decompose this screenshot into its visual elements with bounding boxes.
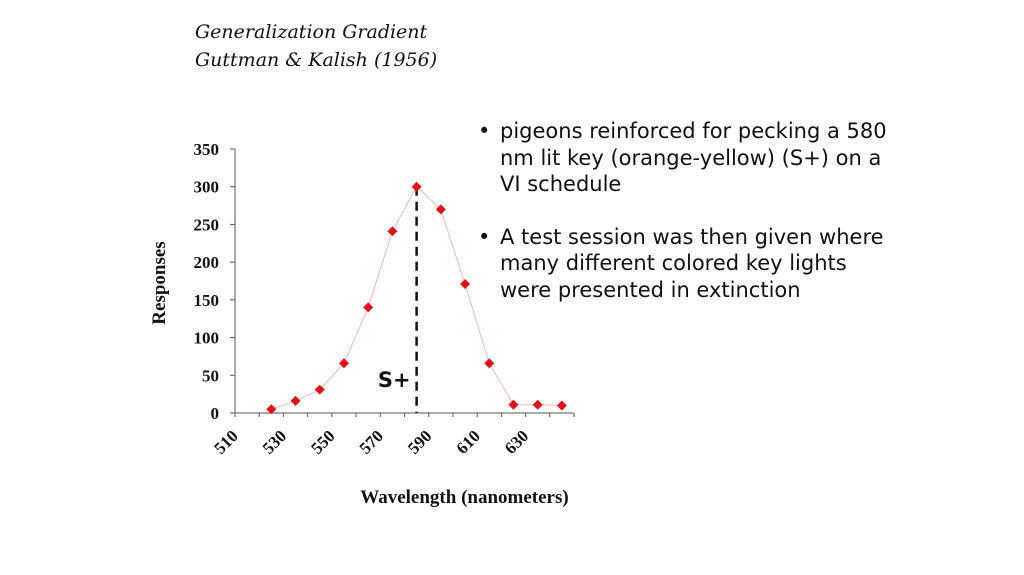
data-point-marker <box>484 358 495 369</box>
y-tick-label: 350 <box>194 140 220 159</box>
data-point-marker <box>314 384 325 395</box>
x-tick-label: 550 <box>307 426 338 457</box>
slide-title: Generalization Gradient Guttman & Kalish… <box>195 18 437 74</box>
x-tick-label: 590 <box>404 426 435 457</box>
data-point-marker <box>266 404 277 415</box>
bullet-text: pigeons reinforced for pecking a 580 nm … <box>500 119 887 196</box>
data-point-marker <box>411 181 422 192</box>
bullet-item: • pigeons reinforced for pecking a 580 n… <box>478 118 898 198</box>
title-line-1: Generalization Gradient <box>195 21 428 43</box>
y-tick-label: 250 <box>194 215 220 234</box>
data-point-marker <box>363 302 374 313</box>
x-tick-label: 630 <box>501 426 532 457</box>
y-tick-label: 0 <box>211 404 220 423</box>
x-tick-label: 530 <box>259 426 290 457</box>
y-axis-title: Responses <box>149 241 170 324</box>
bullet-dot-icon: • <box>478 119 491 143</box>
data-point-marker <box>387 226 398 237</box>
data-point-marker <box>290 395 301 406</box>
data-point-marker <box>556 400 567 411</box>
data-point-marker <box>460 279 471 290</box>
title-line-2: Guttman & Kalish (1956) <box>195 49 438 71</box>
data-point-marker <box>508 399 519 410</box>
y-tick-label: 200 <box>194 253 220 272</box>
y-tick-label: 50 <box>202 366 219 385</box>
s-plus-label: S+ <box>378 368 411 392</box>
x-tick-label: 510 <box>210 426 241 457</box>
y-tick-label: 100 <box>194 329 220 348</box>
x-tick-label: 570 <box>356 426 387 457</box>
bullet-text: A test session was then given where many… <box>500 224 884 302</box>
bullet-dot-icon: • <box>478 224 491 249</box>
bullet-list: • pigeons reinforced for pecking a 580 n… <box>478 118 898 329</box>
x-axis-title: Wavelength (nanometers) <box>360 487 568 508</box>
data-point-marker <box>435 204 446 215</box>
y-tick-label: 300 <box>194 178 220 197</box>
data-point-marker <box>532 399 543 410</box>
bullet-item: • A test session was then given where ma… <box>478 224 898 304</box>
y-tick-label: 150 <box>194 291 220 310</box>
data-point-marker <box>338 358 349 369</box>
x-tick-label: 610 <box>453 426 484 457</box>
